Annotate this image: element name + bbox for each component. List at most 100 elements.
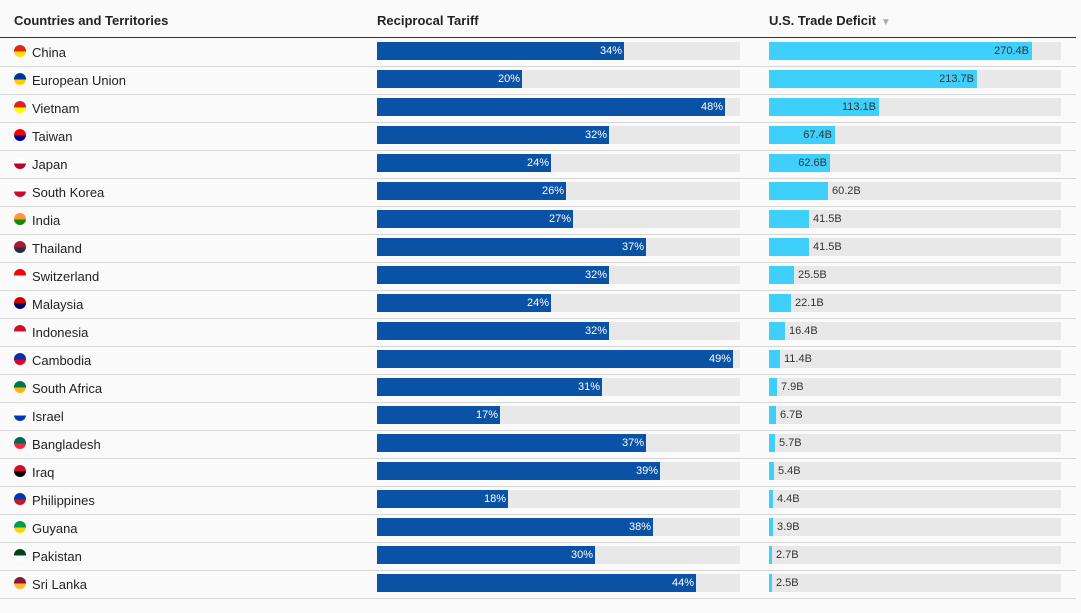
country-name: India bbox=[32, 213, 61, 228]
tariff-bar-track: 17% bbox=[377, 406, 740, 424]
table-row[interactable]: Israel 17% 6.7B bbox=[0, 402, 1076, 431]
table-row[interactable]: Sri Lanka 44% 2.5B bbox=[0, 570, 1076, 599]
deficit-bar-label: 6.7B bbox=[780, 409, 803, 421]
deficit-bar-track: 2.5B bbox=[769, 574, 1061, 592]
table-row[interactable]: Malaysia 24% 22.1B bbox=[0, 290, 1076, 319]
flag-icon bbox=[14, 325, 26, 337]
table-row[interactable]: European Union 20% 213.7B bbox=[0, 66, 1076, 95]
flag-icon bbox=[14, 577, 26, 589]
flag-icon bbox=[14, 73, 26, 85]
table-row[interactable]: Philippines 18% 4.4B bbox=[0, 486, 1076, 515]
tariff-bar-label: 34% bbox=[599, 45, 622, 57]
deficit-bar bbox=[769, 182, 828, 200]
tariff-bar-track: 39% bbox=[377, 462, 740, 480]
flag-icon bbox=[14, 45, 26, 57]
table-row[interactable]: India 27% 41.5B bbox=[0, 206, 1076, 235]
table-header: Countries and Territories Reciprocal Tar… bbox=[0, 0, 1076, 38]
table-row[interactable]: Pakistan 30% 2.7B bbox=[0, 542, 1076, 571]
tariff-bar-label: 31% bbox=[577, 381, 600, 393]
tariff-bar bbox=[377, 266, 609, 284]
table-row[interactable]: Taiwan 32% 67.4B bbox=[0, 122, 1076, 151]
table-row[interactable]: South Africa 31% 7.9B bbox=[0, 374, 1076, 403]
country-name: Taiwan bbox=[32, 129, 73, 144]
deficit-bar-label: 4.4B bbox=[777, 493, 800, 505]
table-row[interactable]: Thailand 37% 41.5B bbox=[0, 234, 1076, 263]
tariff-bar-track: 18% bbox=[377, 490, 740, 508]
country-name: Israel bbox=[32, 409, 64, 424]
tariff-bar bbox=[377, 154, 551, 172]
deficit-bar-track: 113.1B bbox=[769, 98, 1061, 116]
tariff-bar-track: 34% bbox=[377, 42, 740, 60]
deficit-bar-label: 41.5B bbox=[813, 241, 842, 253]
tariff-bar-track: 20% bbox=[377, 70, 740, 88]
flag-icon bbox=[14, 213, 26, 225]
table-row[interactable]: South Korea 26% 60.2B bbox=[0, 178, 1076, 207]
tariff-bar-track: 32% bbox=[377, 266, 740, 284]
column-header-trade-deficit[interactable]: U.S. Trade Deficit ▼ bbox=[769, 13, 891, 28]
deficit-bar-label: 2.7B bbox=[776, 549, 799, 561]
flag-icon bbox=[14, 241, 26, 253]
deficit-bar bbox=[769, 294, 791, 312]
deficit-bar-track: 6.7B bbox=[769, 406, 1061, 424]
flag-icon bbox=[14, 381, 26, 393]
deficit-bar-label: 5.7B bbox=[779, 437, 802, 449]
deficit-bar-label: 270.4B bbox=[994, 45, 1029, 57]
tariff-bar-track: 27% bbox=[377, 210, 740, 228]
flag-icon bbox=[14, 437, 26, 449]
table-row[interactable]: Switzerland 32% 25.5B bbox=[0, 262, 1076, 291]
table-row[interactable]: Bangladesh 37% 5.7B bbox=[0, 430, 1076, 459]
table-row[interactable]: Indonesia 32% 16.4B bbox=[0, 318, 1076, 347]
tariff-bar bbox=[377, 182, 566, 200]
tariff-bar-label: 44% bbox=[671, 577, 694, 589]
country-name: Malaysia bbox=[32, 297, 84, 312]
deficit-bar bbox=[769, 70, 977, 88]
tariff-bar-track: 31% bbox=[377, 378, 740, 396]
tariff-bar-label: 37% bbox=[621, 437, 644, 449]
table-row[interactable]: Cambodia 49% 11.4B bbox=[0, 346, 1076, 375]
deficit-bar-track: 16.4B bbox=[769, 322, 1061, 340]
tariff-bar-label: 24% bbox=[526, 157, 549, 169]
tariff-bar bbox=[377, 378, 602, 396]
flag-icon bbox=[14, 269, 26, 281]
flag-icon bbox=[14, 353, 26, 365]
tariff-bar-track: 32% bbox=[377, 126, 740, 144]
table-row[interactable]: Guyana 38% 3.9B bbox=[0, 514, 1076, 543]
tariff-bar-track: 49% bbox=[377, 350, 740, 368]
table-row[interactable]: Vietnam 48% 113.1B bbox=[0, 94, 1076, 123]
tariff-bar-track: 48% bbox=[377, 98, 740, 116]
tariff-bar bbox=[377, 546, 595, 564]
table-row[interactable]: China 34% 270.4B bbox=[0, 38, 1076, 67]
tariff-bar bbox=[377, 434, 646, 452]
deficit-bar-track: 5.4B bbox=[769, 462, 1061, 480]
country-name: Pakistan bbox=[32, 549, 82, 564]
column-header-reciprocal-tariff[interactable]: Reciprocal Tariff bbox=[377, 13, 479, 28]
deficit-bar-label: 213.7B bbox=[939, 73, 974, 85]
tariff-bar bbox=[377, 238, 646, 256]
deficit-bar-track: 270.4B bbox=[769, 42, 1061, 60]
tariff-bar bbox=[377, 294, 551, 312]
tariff-bar-label: 30% bbox=[570, 549, 593, 561]
table-row[interactable]: Japan 24% 62.6B bbox=[0, 150, 1076, 179]
column-header-countries[interactable]: Countries and Territories bbox=[14, 13, 169, 28]
deficit-bar bbox=[769, 462, 774, 480]
deficit-bar bbox=[769, 42, 1032, 60]
deficit-bar bbox=[769, 210, 809, 228]
deficit-bar bbox=[769, 378, 777, 396]
deficit-bar-track: 25.5B bbox=[769, 266, 1061, 284]
flag-icon bbox=[14, 493, 26, 505]
deficit-bar bbox=[769, 518, 773, 536]
deficit-bar-label: 11.4B bbox=[784, 353, 812, 365]
flag-icon bbox=[14, 521, 26, 533]
flag-icon bbox=[14, 101, 26, 113]
country-name: European Union bbox=[32, 73, 126, 88]
deficit-bar-label: 7.9B bbox=[781, 381, 804, 393]
sort-descending-icon[interactable]: ▼ bbox=[880, 17, 891, 28]
deficit-bar bbox=[769, 574, 772, 592]
table-row[interactable]: Iraq 39% 5.4B bbox=[0, 458, 1076, 487]
deficit-bar-label: 2.5B bbox=[776, 577, 799, 589]
country-name: Guyana bbox=[32, 521, 78, 536]
deficit-bar-label: 113.1B bbox=[841, 101, 876, 113]
tariff-bar-track: 24% bbox=[377, 294, 740, 312]
flag-icon bbox=[14, 297, 26, 309]
country-name: Japan bbox=[32, 157, 68, 172]
